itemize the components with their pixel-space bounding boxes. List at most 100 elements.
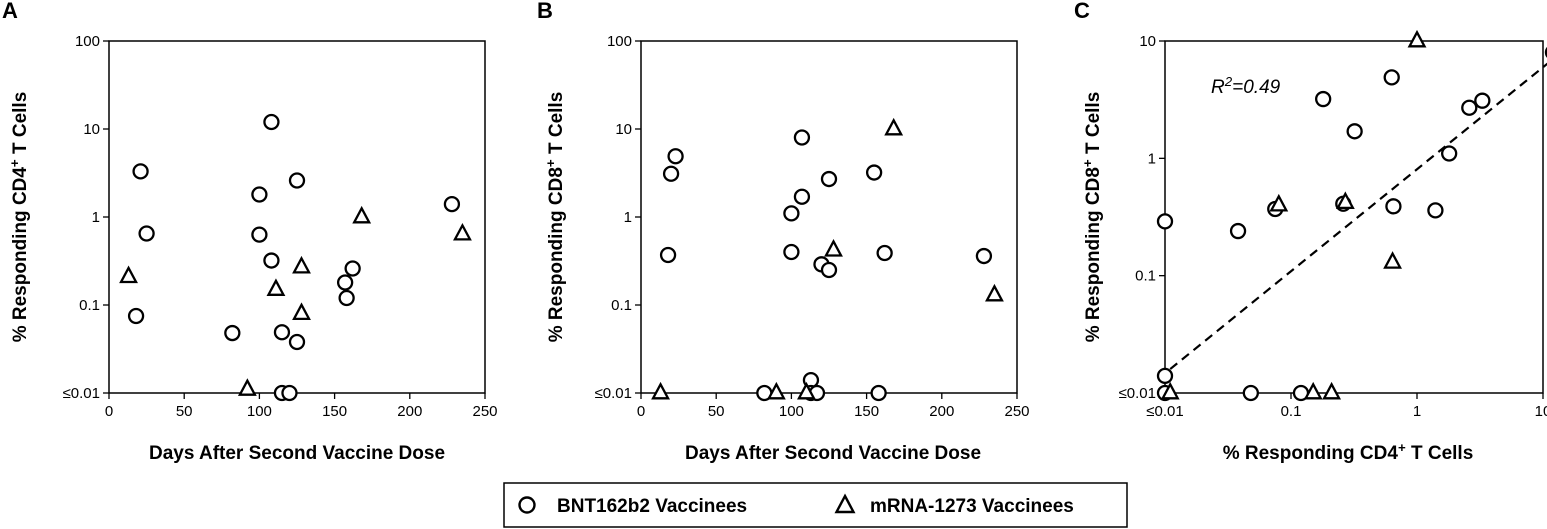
data-point-circle <box>338 289 355 307</box>
data-point-triangle <box>1383 251 1402 269</box>
y-tick-label: 100 <box>607 33 632 50</box>
data-point-circle <box>1385 198 1402 215</box>
data-point-circle <box>870 384 887 402</box>
x-tick-label: 150 <box>854 403 879 420</box>
legend-label-bnt: BNT162b2 Vaccinees <box>557 496 747 517</box>
data-point-circle <box>336 274 354 291</box>
x-tick-label: ≤0.01 <box>1146 403 1183 420</box>
data-point-circle <box>1229 222 1247 240</box>
r-squared-annotation: R2=0.49 <box>1211 74 1281 99</box>
y-tick-label: ≤0.01 <box>63 385 100 402</box>
y-tick-label: 10 <box>1139 33 1156 50</box>
y-axis-title: % Responding CD4+ T Cells <box>7 92 32 343</box>
data-point-circle <box>820 170 838 188</box>
y-tick-label: 100 <box>75 33 100 50</box>
x-tick-label: 0 <box>105 403 113 420</box>
data-point-circle <box>288 172 306 189</box>
legend-circle-marker <box>518 496 536 514</box>
data-point-triangle <box>266 278 286 296</box>
panel-letter-a: A <box>2 0 18 23</box>
data-point-circle <box>132 163 149 180</box>
data-point-triangle <box>1335 191 1355 210</box>
data-point-circle <box>1474 92 1491 109</box>
data-point-circle <box>263 113 280 131</box>
x-tick-label: 0 <box>637 403 645 420</box>
data-point-triangle <box>985 283 1004 302</box>
data-point-triangle <box>1269 193 1289 212</box>
data-point-circle <box>667 148 684 165</box>
data-point-triangle <box>237 378 257 396</box>
y-tick-label: 1 <box>624 209 632 226</box>
data-point-circle <box>281 384 298 402</box>
y-axis-title: % Responding CD8+ T Cells <box>543 92 568 343</box>
data-point-circle <box>975 247 993 265</box>
data-point-circle <box>876 244 893 262</box>
data-point-triangle <box>884 117 904 136</box>
data-point-circle <box>1156 367 1174 385</box>
data-point-circle <box>1315 90 1332 108</box>
data-point-circle <box>273 324 291 341</box>
y-axis-title: % Responding CD8+ T Cells <box>1080 92 1105 343</box>
panel-b-chart: ≤0.01 0.1 1 10 100 0 50 100 150 200 250 Days After … <box>543 33 1030 464</box>
data-point-triangle <box>766 381 786 400</box>
x-axis-title: % Responding CD4+ T Cells <box>1223 440 1474 465</box>
data-point-triangle <box>651 381 670 400</box>
y-tick-label: 1 <box>92 209 100 226</box>
data-point-circle <box>251 226 268 243</box>
data-point-triangle <box>1303 381 1323 400</box>
x-tick-label: 250 <box>1004 403 1029 420</box>
data-point-circle <box>251 186 268 203</box>
legend-label-mrna: mRNA-1273 Vaccinees <box>870 496 1074 517</box>
legend-box <box>503 482 1128 528</box>
data-point-circle <box>659 246 677 264</box>
x-tick-label: 200 <box>397 403 422 420</box>
data-point-circle <box>1156 213 1174 230</box>
data-point-circle <box>783 243 800 261</box>
x-tick-label: 10 <box>1535 403 1547 420</box>
data-point-triangle <box>1160 381 1180 400</box>
legend-triangle-marker <box>834 493 856 514</box>
data-point-circle <box>344 260 361 277</box>
data-point-triangle <box>797 381 816 400</box>
x-axis-title: Days After Second Vaccine Dose <box>685 443 981 464</box>
y-tick-label: 0.1 <box>1135 268 1156 285</box>
data-point-circle <box>263 252 280 269</box>
y-tick-label: ≤0.01 <box>595 385 632 402</box>
data-point-triangle <box>119 265 138 284</box>
x-tick-label: 250 <box>472 403 497 420</box>
x-tick-label: 100 <box>779 403 804 420</box>
data-point-circle <box>1383 69 1400 86</box>
x-tick-label: 100 <box>247 403 272 420</box>
x-tick-label: 150 <box>322 403 347 420</box>
data-point-circle <box>1461 99 1478 116</box>
y-tick-label: 0.1 <box>79 297 100 314</box>
data-point-circle <box>224 324 241 342</box>
x-tick-label: 0.1 <box>1281 403 1302 420</box>
y-tick-label: 10 <box>83 121 100 138</box>
data-point-circle <box>443 195 461 213</box>
plot-frame <box>640 40 1018 394</box>
x-tick-label: 200 <box>929 403 954 420</box>
data-point-circle <box>127 307 145 325</box>
y-tick-label: 0.1 <box>611 297 632 314</box>
x-tick-label: 50 <box>708 403 725 420</box>
x-axis-title: Days After Second Vaccine Dose <box>149 443 445 464</box>
data-point-circle <box>288 333 306 351</box>
data-point-circle <box>1441 145 1458 162</box>
data-point-triangle <box>292 302 311 320</box>
legend: BNT162b2 Vaccinees mRNA-1273 Vaccinees <box>503 482 1128 528</box>
data-point-triangle <box>1322 381 1342 400</box>
data-point-circle <box>1427 202 1444 219</box>
data-point-triangle <box>352 205 372 224</box>
panel-c-chart: ≤0.01 0.1 1 10 ≤0.01 0.1 1 10 % Responding CD4+ … <box>1080 29 1547 465</box>
data-point-circle <box>783 205 800 222</box>
trendline <box>1169 62 1547 370</box>
data-point-triangle <box>824 239 843 257</box>
data-point-circle <box>1242 384 1259 402</box>
panel-a-chart: ≤0.01 0.1 1 10 100 0 50 100 150 200 250 Days After … <box>7 33 498 464</box>
panel-letter-b: B <box>537 0 553 23</box>
data-point-triangle <box>292 255 311 274</box>
data-point-circle <box>662 165 680 182</box>
x-tick-label: 50 <box>176 403 193 420</box>
data-point-circle <box>138 225 155 242</box>
